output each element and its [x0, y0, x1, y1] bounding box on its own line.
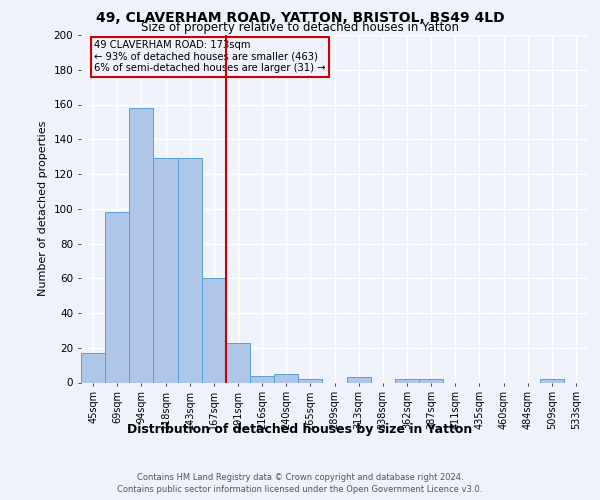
Text: 49 CLAVERHAM ROAD: 173sqm
← 93% of detached houses are smaller (463)
6% of semi-: 49 CLAVERHAM ROAD: 173sqm ← 93% of detac… — [94, 40, 326, 74]
Bar — [395, 379, 419, 382]
Text: Size of property relative to detached houses in Yatton: Size of property relative to detached ho… — [141, 22, 459, 35]
Bar — [298, 379, 322, 382]
Bar — [419, 379, 443, 382]
Y-axis label: Number of detached properties: Number of detached properties — [38, 121, 48, 296]
Bar — [105, 212, 129, 382]
Text: Contains public sector information licensed under the Open Government Licence v3: Contains public sector information licen… — [118, 485, 482, 494]
Bar — [154, 158, 178, 382]
Bar — [202, 278, 226, 382]
Bar — [250, 376, 274, 382]
Bar — [347, 378, 371, 382]
Bar — [226, 342, 250, 382]
Text: Contains HM Land Registry data © Crown copyright and database right 2024.: Contains HM Land Registry data © Crown c… — [137, 472, 463, 482]
Bar — [274, 374, 298, 382]
Text: 49, CLAVERHAM ROAD, YATTON, BRISTOL, BS49 4LD: 49, CLAVERHAM ROAD, YATTON, BRISTOL, BS4… — [95, 11, 505, 25]
Text: Distribution of detached houses by size in Yatton: Distribution of detached houses by size … — [127, 422, 473, 436]
Bar — [540, 379, 564, 382]
Bar — [81, 353, 105, 382]
Bar — [129, 108, 154, 382]
Bar — [178, 158, 202, 382]
